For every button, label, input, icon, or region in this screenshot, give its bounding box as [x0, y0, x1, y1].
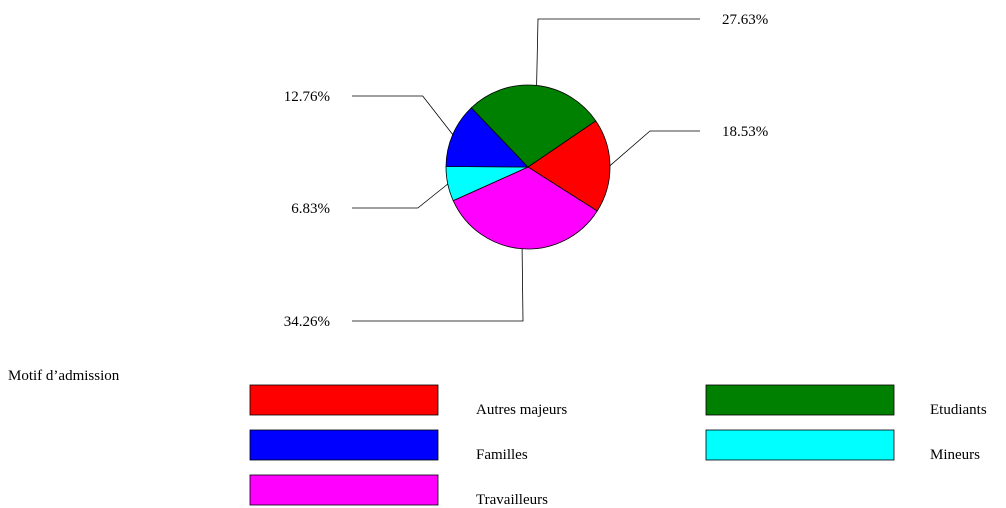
value-label-mineurs: 6.83%: [291, 201, 330, 217]
pie-slice-familles: [445, 107, 529, 168]
legend: Autres majeurs Etudiants Familles Mineurs Tr…: [249, 384, 987, 508]
pie-slice-travailleurs: [452, 166, 598, 250]
value-label-autres-majeurs: 18.53%: [722, 124, 768, 140]
leader-line-mineurs: [352, 183, 449, 209]
value-label-familles: 12.76%: [284, 89, 330, 105]
value-label-travailleurs: 34.26%: [284, 314, 330, 330]
legend-label-mineurs: Mineurs: [930, 447, 980, 463]
leader-lines: [352, 18, 700, 322]
leader-line-familles: [352, 95, 454, 135]
leader-line-travailleurs: [352, 248, 524, 322]
pie-slice-autres-majeurs: [527, 120, 611, 212]
legend-label-autres-majeurs: Autres majeurs: [476, 402, 567, 418]
legend-swatch-travailleurs: [249, 474, 439, 506]
legend-swatch-autres-majeurs: [249, 384, 439, 416]
value-label-etudiants: 27.63%: [722, 12, 768, 28]
legend-swatch-familles: [249, 429, 439, 461]
pie-slices: [445, 84, 611, 250]
legend-swatch-mineurs: [705, 429, 895, 461]
legend-title: Motif d’admission: [8, 368, 120, 384]
pie-slice-etudiants: [470, 84, 597, 168]
legend-label-travailleurs: Travailleurs: [476, 492, 548, 508]
legend-label-etudiants: Etudiants: [930, 402, 987, 418]
legend-swatch-etudiants: [705, 384, 895, 416]
leader-line-autres-majeurs: [609, 130, 700, 167]
legend-label-familles: Familles: [476, 447, 528, 463]
value-labels: 18.53% 34.26% 6.83% 12.76% 27.63%: [284, 12, 769, 330]
leader-line-etudiants: [536, 18, 700, 86]
